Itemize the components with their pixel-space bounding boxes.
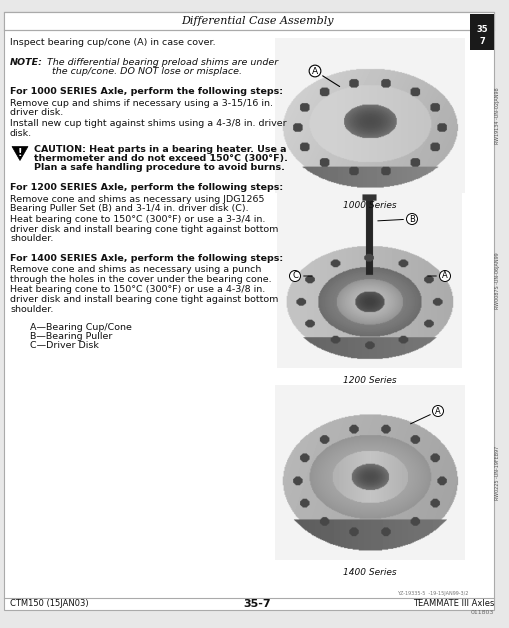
Text: CTM150 (15JAN03): CTM150 (15JAN03): [10, 600, 89, 609]
Text: CAUTION: Heat parts in a bearing heater. Use a: CAUTION: Heat parts in a bearing heater.…: [34, 144, 286, 153]
Text: A: A: [427, 271, 447, 281]
Text: Differential Case Assembly: Differential Case Assembly: [180, 16, 332, 26]
Text: Heat bearing cone to 150°C (300°F) or use a 3-3/4 in.: Heat bearing cone to 150°C (300°F) or us…: [10, 215, 265, 224]
Text: A: A: [410, 406, 440, 424]
Text: Bearing Puller Set (B) and 3-1/4 in. driver disk (C).: Bearing Puller Set (B) and 3-1/4 in. dri…: [10, 204, 248, 213]
Text: thermometer and do not exceed 150°C (300°F).: thermometer and do not exceed 150°C (300…: [34, 154, 287, 163]
Text: the cup/cone. DO NOT lose or misplace.: the cup/cone. DO NOT lose or misplace.: [52, 67, 242, 77]
FancyBboxPatch shape: [4, 12, 493, 610]
Text: The differential bearing preload shims are under: The differential bearing preload shims a…: [44, 58, 277, 67]
Polygon shape: [12, 146, 28, 161]
Text: B—Bearing Puller: B—Bearing Puller: [30, 332, 112, 341]
Text: Remove cup and shims if necessary using a 3-15/16 in.: Remove cup and shims if necessary using …: [10, 99, 272, 107]
Text: RW0225 -UN-19FEB97: RW0225 -UN-19FEB97: [495, 446, 499, 500]
Text: Install new cup tight against shims using a 4-3/8 in. driver: Install new cup tight against shims usin…: [10, 119, 286, 128]
Text: Heat bearing cone to 150°C (300°F) or use a 4-3/8 in.: Heat bearing cone to 150°C (300°F) or us…: [10, 286, 265, 295]
Text: YZ-19335-5  -19-15JAN99-3/2: YZ-19335-5 -19-15JAN99-3/2: [396, 590, 467, 595]
Text: 1400 Series: 1400 Series: [343, 568, 396, 577]
Text: 35-7: 35-7: [243, 599, 270, 609]
Text: A—Bearing Cup/Cone: A—Bearing Cup/Cone: [30, 323, 132, 332]
Text: shoulder.: shoulder.: [10, 234, 53, 243]
Text: 1200 Series: 1200 Series: [343, 376, 396, 385]
Text: For 1200 SERIES Axle, perform the following steps:: For 1200 SERIES Axle, perform the follow…: [10, 183, 282, 193]
Text: 011803: 011803: [470, 610, 493, 615]
Text: A: A: [312, 67, 339, 87]
Text: RW0087S -UN-06JAN99: RW0087S -UN-06JAN99: [495, 252, 499, 310]
Text: For 1400 SERIES Axle, perform the following steps:: For 1400 SERIES Axle, perform the follow…: [10, 254, 282, 263]
Text: Inspect bearing cup/cone (A) in case cover.: Inspect bearing cup/cone (A) in case cov…: [10, 38, 215, 47]
Text: C—Driver Disk: C—Driver Disk: [30, 342, 99, 350]
Text: !: !: [18, 148, 22, 158]
Text: TEAMMATE III Axles: TEAMMATE III Axles: [412, 600, 493, 609]
FancyBboxPatch shape: [4, 12, 493, 30]
Text: Remove cone and shims as necessary using a punch: Remove cone and shims as necessary using…: [10, 265, 261, 274]
Text: 7: 7: [478, 38, 484, 46]
Text: C: C: [292, 271, 312, 281]
Text: through the holes in the cover under the bearing cone.: through the holes in the cover under the…: [10, 274, 271, 283]
Text: driver disk and install bearing cone tight against bottom: driver disk and install bearing cone tig…: [10, 295, 278, 304]
Text: driver disk.: driver disk.: [10, 108, 63, 117]
Text: driver disk and install bearing cone tight against bottom: driver disk and install bearing cone tig…: [10, 224, 278, 234]
Text: shoulder.: shoulder.: [10, 305, 53, 313]
Text: For 1000 SERIES Axle, perform the following steps:: For 1000 SERIES Axle, perform the follow…: [10, 87, 282, 97]
Text: RW19134 -UN-02JAN98: RW19134 -UN-02JAN98: [495, 88, 499, 144]
Text: 1000 Series: 1000 Series: [343, 201, 396, 210]
FancyBboxPatch shape: [469, 14, 493, 50]
Text: Remove cone and shims as necessary using JDG1265: Remove cone and shims as necessary using…: [10, 195, 264, 203]
Text: disk.: disk.: [10, 129, 32, 138]
Text: NOTE:: NOTE:: [10, 58, 43, 67]
Text: 35: 35: [475, 26, 487, 35]
Text: Plan a safe handling procedure to avoid burns.: Plan a safe handling procedure to avoid …: [34, 163, 285, 173]
Text: B: B: [377, 215, 414, 224]
